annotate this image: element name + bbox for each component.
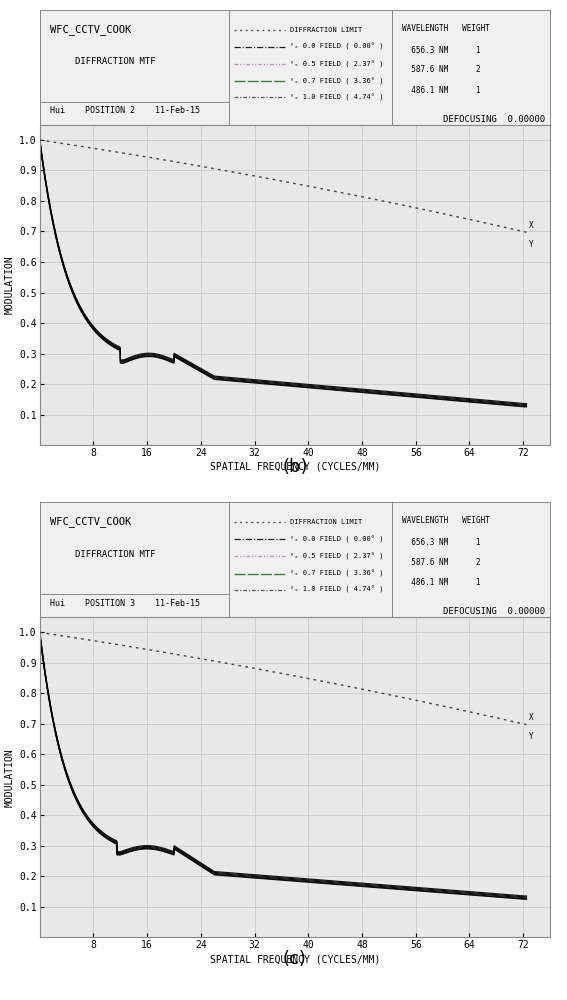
Text: DEFOCUSING  0.00000: DEFOCUSING 0.00000 xyxy=(443,115,545,124)
X-axis label: SPATIAL FREQUENCY (CYCLES/MM): SPATIAL FREQUENCY (CYCLES/MM) xyxy=(210,462,380,472)
Text: 587.6 NM      2: 587.6 NM 2 xyxy=(402,558,481,567)
Text: ʸₓ 0.5 FIELD ( 2.37° ): ʸₓ 0.5 FIELD ( 2.37° ) xyxy=(290,60,383,68)
Text: DIFFRACTION MTF: DIFFRACTION MTF xyxy=(75,550,156,559)
Text: Y: Y xyxy=(528,732,533,741)
Text: ʸₓ 1.0 FIELD ( 4.74° ): ʸₓ 1.0 FIELD ( 4.74° ) xyxy=(290,94,383,101)
Text: WAVELENGTH   WEIGHT: WAVELENGTH WEIGHT xyxy=(402,24,490,33)
Text: ʸₓ 0.7 FIELD ( 3.36° ): ʸₓ 0.7 FIELD ( 3.36° ) xyxy=(290,570,383,577)
Text: ʸₓ 0.0 FIELD ( 0.00° ): ʸₓ 0.0 FIELD ( 0.00° ) xyxy=(290,535,383,543)
Text: Y: Y xyxy=(528,240,533,249)
Text: ʸₓ 0.5 FIELD ( 2.37° ): ʸₓ 0.5 FIELD ( 2.37° ) xyxy=(290,553,383,560)
Text: (b): (b) xyxy=(282,458,307,476)
Y-axis label: MODULATION: MODULATION xyxy=(5,748,15,807)
X-axis label: SPATIAL FREQUENCY (CYCLES/MM): SPATIAL FREQUENCY (CYCLES/MM) xyxy=(210,954,380,964)
Text: DEFOCUSING  0.00000: DEFOCUSING 0.00000 xyxy=(443,607,545,616)
Text: 656.3 NM      1: 656.3 NM 1 xyxy=(402,538,481,547)
Text: DIFFRACTION LIMIT: DIFFRACTION LIMIT xyxy=(290,519,362,525)
Text: (c): (c) xyxy=(283,950,307,968)
Text: X: X xyxy=(528,713,533,722)
Text: WFC_CCTV_COOK: WFC_CCTV_COOK xyxy=(50,24,131,35)
Text: X: X xyxy=(528,221,533,230)
Text: ʸₓ 0.0 FIELD ( 0.00° ): ʸₓ 0.0 FIELD ( 0.00° ) xyxy=(290,43,383,50)
Text: ʸₓ 0.7 FIELD ( 3.36° ): ʸₓ 0.7 FIELD ( 3.36° ) xyxy=(290,78,383,85)
Text: 486.1 NM      1: 486.1 NM 1 xyxy=(402,86,481,95)
Text: DIFFRACTION MTF: DIFFRACTION MTF xyxy=(75,57,156,66)
Text: 486.1 NM      1: 486.1 NM 1 xyxy=(402,578,481,587)
Text: ʸₓ 1.0 FIELD ( 4.74° ): ʸₓ 1.0 FIELD ( 4.74° ) xyxy=(290,586,383,593)
Text: 587.6 NM      2: 587.6 NM 2 xyxy=(402,65,481,74)
Text: Hui    POSITION 3    11-Feb-15: Hui POSITION 3 11-Feb-15 xyxy=(50,599,200,608)
Y-axis label: MODULATION: MODULATION xyxy=(5,256,15,314)
Text: WAVELENGTH   WEIGHT: WAVELENGTH WEIGHT xyxy=(402,516,490,525)
Text: DIFFRACTION LIMIT: DIFFRACTION LIMIT xyxy=(290,27,362,33)
Text: 656.3 NM      1: 656.3 NM 1 xyxy=(402,46,481,55)
Text: WFC_CCTV_COOK: WFC_CCTV_COOK xyxy=(50,516,131,527)
Text: Hui    POSITION 2    11-Feb-15: Hui POSITION 2 11-Feb-15 xyxy=(50,106,200,115)
